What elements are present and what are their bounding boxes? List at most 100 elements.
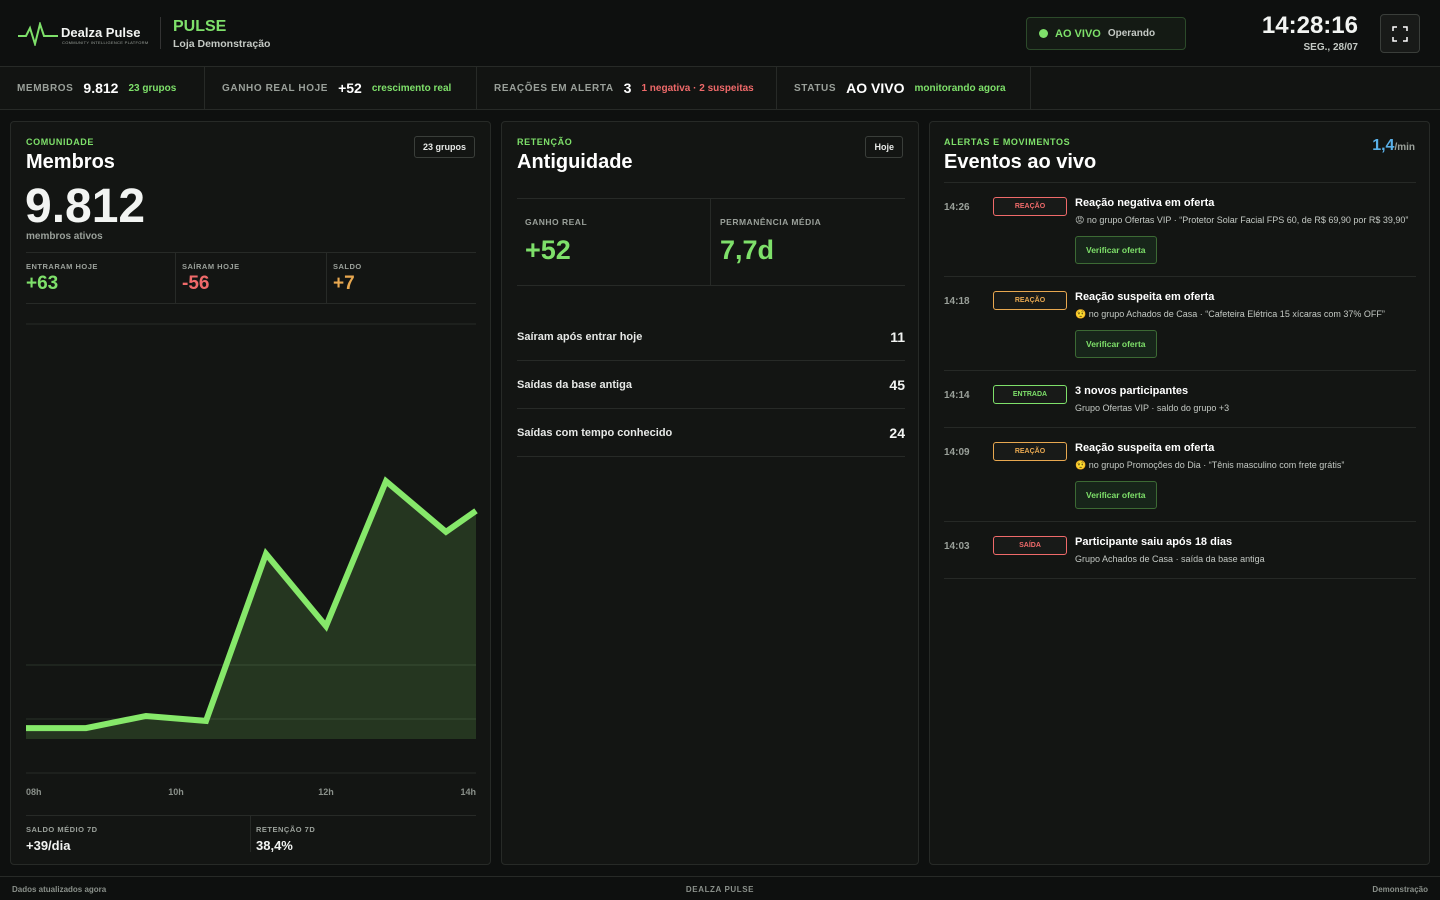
- big-number: 9.812: [25, 180, 146, 233]
- stats-bar: [0, 67, 1440, 110]
- stat-value: 3: [623, 80, 632, 96]
- metric-label: SAÍRAM HOJE: [182, 262, 240, 271]
- event-time: 14:09: [944, 447, 970, 458]
- metrics-box: [517, 198, 905, 286]
- divider: [710, 199, 711, 286]
- event-item: 14:18 REAÇÃO Reação suspeita em oferta 🤨 no…: [944, 277, 1416, 371]
- metric-value: +63: [26, 273, 59, 294]
- event-tag: ENTRADA: [993, 385, 1067, 404]
- rate-value: 1,4: [1372, 137, 1395, 154]
- stat: STATUS AO VIVO monitorando agora: [777, 67, 1031, 109]
- eyebrow: COMUNIDADE: [26, 137, 94, 147]
- stat-label: MEMBROS: [17, 82, 74, 94]
- verify-button[interactable]: Verificar oferta: [1075, 481, 1157, 509]
- row-label: Saídas da base antiga: [517, 378, 632, 391]
- header: Dealza Pulse COMMUNITY INTELLIGENCE PLAT…: [0, 0, 1440, 67]
- stat-note: crescimento real: [371, 82, 452, 94]
- area: [26, 481, 476, 739]
- row-label: Saídas com tempo conhecido: [517, 426, 673, 439]
- metric-label: PERMANÊNCIA MÉDIA: [720, 217, 822, 227]
- metric-label: GANHO REAL: [525, 217, 588, 227]
- logo: [18, 22, 58, 46]
- fullscreen-icon: [1392, 26, 1408, 42]
- tagline: COMMUNITY INTELLIGENCE PLATFORM: [62, 40, 149, 45]
- divider: [250, 816, 251, 852]
- footer-right: Demonstração: [1372, 885, 1428, 894]
- metric-value: -56: [182, 273, 210, 294]
- event-item: 14:14 ENTRADA 3 novos participantes Grupo O…: [944, 371, 1416, 428]
- event-detail: 😡 no grupo Ofertas VIP · “Protetor Solar…: [1075, 215, 1409, 225]
- event-tag: REAÇÃO: [993, 291, 1067, 310]
- stat-note: 23 grupos: [128, 82, 177, 94]
- footer-left: Dados atualizados agora: [12, 885, 107, 894]
- card-title: Membros: [26, 151, 115, 173]
- event-tag: SAÍDA: [993, 536, 1067, 555]
- live-label: AO VIVO: [1055, 27, 1101, 40]
- caption: membros ativos: [26, 231, 103, 242]
- divider: [160, 17, 161, 49]
- stat-note: 1 negativa · 2 suspeitas: [641, 82, 754, 94]
- stat-label: REAÇÕES EM ALERTA: [494, 82, 614, 94]
- event-time: 14:18: [944, 296, 970, 307]
- event-detail: Grupo Achados de Casa · saída da base an…: [1075, 554, 1265, 564]
- event-tag: REAÇÃO: [993, 442, 1067, 461]
- store: Loja Demonstração: [173, 38, 271, 50]
- x-tick-label: 14h: [460, 787, 476, 797]
- card-title: Eventos ao vivo: [944, 151, 1097, 173]
- event-tag: REAÇÃO: [993, 197, 1067, 216]
- event-title: Reação negativa em oferta: [1075, 197, 1215, 209]
- clock: 14:28:16: [1261, 12, 1358, 39]
- stat: MEMBROS 9.812 23 grupos: [0, 67, 205, 109]
- divider: [175, 253, 176, 303]
- event-detail: Grupo Ofertas VIP · saldo do grupo +3: [1075, 403, 1230, 413]
- retention-card: RETENÇÃO Antiguidade Hoje GANHO REAL +52 P…: [501, 121, 919, 865]
- events-card: ALERTAS E MOVIMENTOS Eventos ao vivo 1,4…: [929, 121, 1430, 865]
- event-time: 14:14: [944, 390, 970, 401]
- retention-row: Saídas da base antiga 45: [517, 361, 905, 409]
- stat-label: GANHO REAL HOJE: [222, 82, 329, 94]
- event-time: 14:03: [944, 541, 970, 552]
- event-item: 14:26 REAÇÃO Reação negativa em oferta 😡 no…: [944, 183, 1416, 277]
- app-name: PULSE: [173, 18, 227, 35]
- event-item: 14:03 SAÍDA Participante saiu após 18 dias…: [944, 522, 1416, 579]
- event-title: Participante saiu após 18 dias: [1075, 536, 1233, 548]
- fullscreen-button[interactable]: [1380, 14, 1420, 53]
- live-indicator: AO VIVO Operando: [1026, 17, 1186, 50]
- footer: Dados atualizados agora DEALZA PULSE Dem…: [0, 876, 1440, 900]
- stat-note: monitorando agora: [914, 82, 1006, 94]
- event-title: Reação suspeita em oferta: [1075, 291, 1215, 303]
- event-item: 14:09 REAÇÃO Reação suspeita em oferta 🤨 no…: [944, 428, 1416, 522]
- stat: GANHO REAL HOJE +52 crescimento real: [205, 67, 477, 109]
- row-value: 11: [890, 328, 905, 345]
- event-list: 14:26 REAÇÃO Reação negativa em oferta 😡 no…: [944, 182, 1416, 579]
- rate: 1,4/min: [1372, 137, 1415, 155]
- footer-center: DEALZA PULSE: [685, 885, 755, 894]
- event-detail: 🤨 no grupo Achados de Casa · “Cafeteira …: [1075, 309, 1385, 319]
- stat: REAÇÕES EM ALERTA 3 1 negativa · 2 suspeit…: [477, 67, 777, 109]
- footer-label: SALDO MÉDIO 7D: [26, 825, 98, 834]
- live-status: Operando: [1107, 28, 1156, 39]
- metric-value: +52: [525, 235, 571, 265]
- verify-button[interactable]: Verificar oferta: [1075, 330, 1157, 358]
- footer-value: 38,4%: [256, 838, 293, 853]
- members-chart: 08h 10h 12h 14h: [26, 323, 478, 797]
- verify-button[interactable]: Verificar oferta: [1075, 236, 1157, 264]
- metric-label: ENTRARAM HOJE: [26, 262, 98, 271]
- line: [26, 476, 478, 732]
- date: SEG., 28/07: [1303, 42, 1358, 53]
- x-tick-label: 08h: [26, 787, 42, 797]
- members-card: COMUNIDADE Membros 23 grupos 9.812 membr…: [10, 121, 491, 865]
- metric-label: SALDO: [333, 262, 362, 271]
- retention-row: Saídas com tempo conhecido 24: [517, 409, 905, 457]
- badge: 23 grupos: [413, 136, 475, 158]
- eyebrow: RETENÇÃO: [517, 137, 573, 147]
- footer-value: +39/dia: [26, 838, 71, 853]
- card-title: Antiguidade: [517, 151, 633, 173]
- event-time: 14:26: [944, 202, 970, 213]
- x-tick-label: 10h: [168, 787, 184, 797]
- retention-row: Saíram após entrar hoje 11: [517, 313, 905, 361]
- stat-value: 9.812: [83, 80, 119, 96]
- event-title: Reação suspeita em oferta: [1075, 442, 1215, 454]
- row-label: Saíram após entrar hoje: [517, 330, 643, 343]
